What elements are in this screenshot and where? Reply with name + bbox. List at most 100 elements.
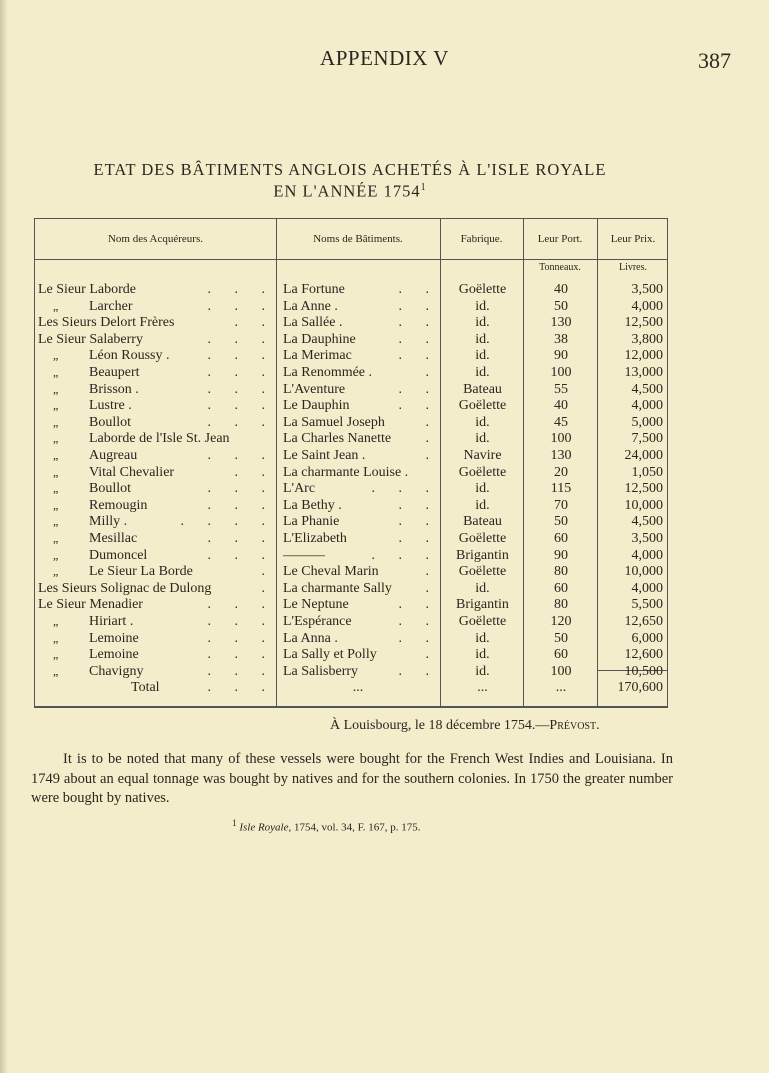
vessel-type: id. [475,331,490,347]
header-type: Fabrique. [460,233,503,245]
table-row: „ Lemoine . . . La Sally et Polly. id. 60 12,6… [35,646,669,663]
ship-name: La Bethy . [283,497,342,513]
price: 3,500 [631,282,664,297]
ditto-mark: „ [53,431,59,446]
ship-name: La Samuel Joseph [283,414,385,430]
vessel-type: Goëlette [458,464,507,480]
buyer-name: Le Sieur La Borde [89,564,193,580]
leader-dots: . . . [207,365,275,380]
ditto-mark: „ [53,630,59,645]
leader-dots: . . [398,282,439,297]
buyer-name: Les Sieurs Delort Frères [38,315,175,331]
buyer-name: Le Sieur Menadier [38,597,143,613]
total-row: Total . . . ... ... ... 170,600 [35,679,669,696]
table-row: „ Augreau . . . Le Saint Jean .. Navire 130 24… [35,447,669,464]
ship-name: La Salisberry [283,663,359,679]
ditto-mark: „ [53,298,59,313]
total-price: 170,600 [617,680,664,695]
leader-dots: . . . . [180,514,275,530]
price: 4,000 [631,398,664,414]
ditto-mark: „ [53,647,59,662]
tonnage: 120 [550,614,572,629]
vessel-type: Goëlette [458,614,507,629]
ship-name: La Dauphine [283,331,356,347]
ditto-mark: „ [53,398,59,413]
leader-dots: . . [234,315,275,331]
price: 12,000 [624,348,664,364]
ship-name: La Merimac [283,348,352,364]
leader-dots: . . . [371,481,439,497]
table-row: Le Sieur Menadier . . . Le Neptune . . Briga… [35,596,669,613]
table-row: „ Laborde de l'Isle St. Jean La Charles Na… [35,430,669,447]
footnote-ref: 1 [420,182,427,193]
price: 4,500 [631,381,664,397]
leader-dots: . . . [207,630,275,646]
ditto-mark: „ [53,497,59,512]
tonnage: 90 [554,348,568,364]
buyer-name: Brisson . [89,381,139,397]
column-divider [523,219,524,706]
buyer-name: Mesillac [89,531,138,546]
total-ship: ... [352,680,364,695]
price: 12,650 [624,614,664,629]
vessel-type: id. [475,365,490,380]
vessel-type: id. [475,663,490,679]
vessel-type: Goëlette [458,531,507,546]
tonnage: 50 [554,298,568,314]
buyer-name: Les Sieurs Solignac de Dulong [38,580,212,596]
price: 1,050 [631,464,664,480]
tonnage: 80 [554,597,568,613]
vessel-type: id. [475,431,490,447]
leader-dots: . . . [207,497,275,513]
tonnage: 40 [554,398,568,414]
vessel-type: id. [475,348,490,364]
tonnage: 100 [550,431,572,447]
ship-name: L'Espérance [283,614,352,629]
price: 4,500 [631,514,664,530]
buyer-name: Beaupert [89,365,140,380]
table-row: „ Léon Roussy . . . . La Merimac . . id. 90 12,… [35,347,669,364]
total-rule [598,670,667,671]
table-row: „ Boullot . . . La Samuel Joseph. id. 45 5,000 [35,414,669,431]
tonnage: 90 [554,547,568,563]
leader-dots: . . . [207,348,275,364]
ship-name: Le Saint Jean . [283,448,366,463]
tonnage: 60 [554,647,568,663]
leader-dots: . . . [207,614,275,629]
price: 5,500 [631,597,664,613]
price: 7,500 [631,431,664,447]
table-row: „ Milly . . . . . La Phanie . . Bateau 50 4,500 [35,513,669,530]
ditto-mark: „ [53,448,59,462]
price: 4,000 [631,580,664,596]
header-tonnage: Leur Port. [537,233,583,245]
tonnage: 55 [554,381,568,397]
buyer-name: Larcher [89,298,133,314]
buyer-name: Chavigny [89,663,144,679]
leader-dots: . . . [207,381,275,397]
price: 12,500 [624,315,664,331]
footnote: 1 Isle Royale, 1754, vol. 34, F. 167, p.… [232,818,421,834]
unit-livres: Livres. [618,262,648,273]
vessel-type: id. [475,580,490,596]
table-row: „ Chavigny . . . La Salisberry . . id. 100 10,5… [35,663,669,680]
ship-name: La Sally et Polly [283,647,377,663]
ship-name: La Renommée . [283,365,373,380]
ditto-mark: „ [53,481,59,496]
table-row: „ Remougin . . . La Bethy . . . id. 70 10,000 [35,497,669,514]
price: 4,000 [631,298,664,314]
leader-dots: . . . [207,597,275,613]
price: 12,500 [624,481,664,497]
buyer-name: Hiriart . [89,614,134,629]
buyer-name: Lemoine [89,630,139,646]
table-heading: ETAT DES BÂTIMENTS ANGLOIS ACHETÉS À L'I… [0,161,700,201]
table-row: Les Sieurs Delort Frères . . La Sallée . . … [35,314,669,331]
table-row: „ Lustre . . . . Le Dauphin . . Goëlette 40 4,0… [35,397,669,414]
leader-dots: . . . [207,398,275,414]
vessel-type: id. [475,315,490,331]
price: 3,800 [631,331,664,347]
table-row: „ Hiriart . . . . L'Espérance . . Goëlette 120… [35,613,669,630]
price: 24,000 [624,448,664,463]
total-type: ... [477,680,488,695]
header-rule [35,259,667,260]
ditto-mark: „ [53,464,59,479]
